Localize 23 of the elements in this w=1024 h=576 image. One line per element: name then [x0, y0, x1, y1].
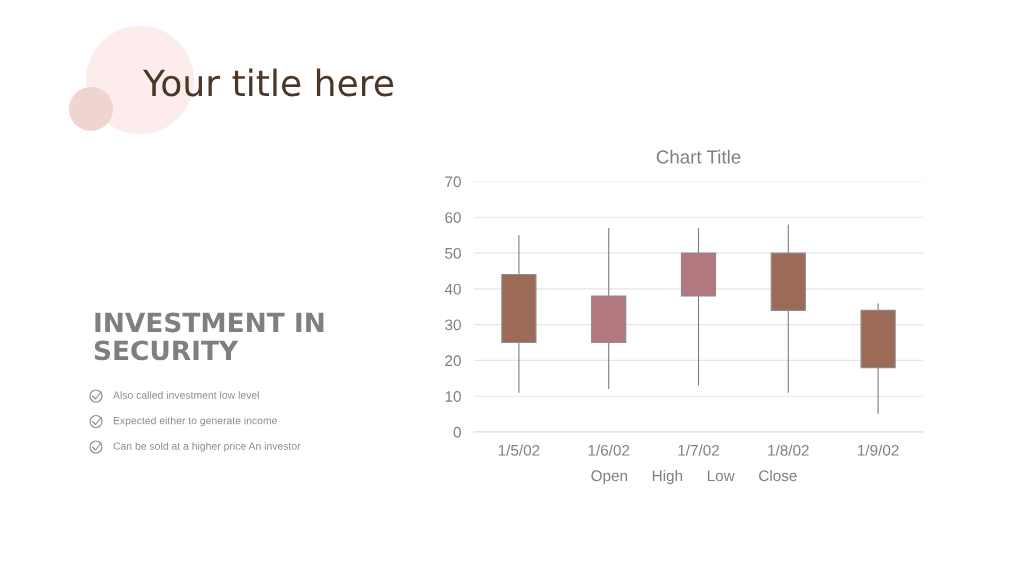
chart-title: Chart Title — [656, 149, 741, 164]
x-tick-label: 1/7/02 — [678, 444, 719, 456]
text: High — [652, 469, 683, 485]
x-tick-label: 1/6/02 — [588, 444, 630, 456]
x-tick-label: 1/9/02 — [858, 444, 899, 456]
y-tick-label: 0 — [453, 426, 461, 438]
text: Close — [759, 469, 797, 482]
x-tick-label: 1/8/02 — [768, 444, 809, 456]
text: Low — [707, 470, 735, 482]
y-tick-label: 10 — [445, 391, 461, 402]
text: Open — [591, 470, 628, 485]
y-tick-label: 30 — [445, 319, 461, 331]
text: INVESTMENT IN SECURITY — [94, 312, 324, 361]
y-tick-label: 40 — [444, 283, 461, 295]
y-tick-label: 70 — [445, 176, 461, 188]
y-tick-label: 50 — [445, 247, 461, 259]
text: Your title here — [142, 68, 394, 97]
text: Can be sold at a higher price An investor — [113, 442, 301, 452]
text: Also called investment low level — [113, 391, 259, 399]
text: Expected either to generate income — [113, 416, 277, 427]
y-tick-label: 60 — [445, 212, 461, 223]
x-tick-label: 1/5/02 — [498, 444, 540, 456]
y-tick-label: 20 — [445, 355, 461, 367]
